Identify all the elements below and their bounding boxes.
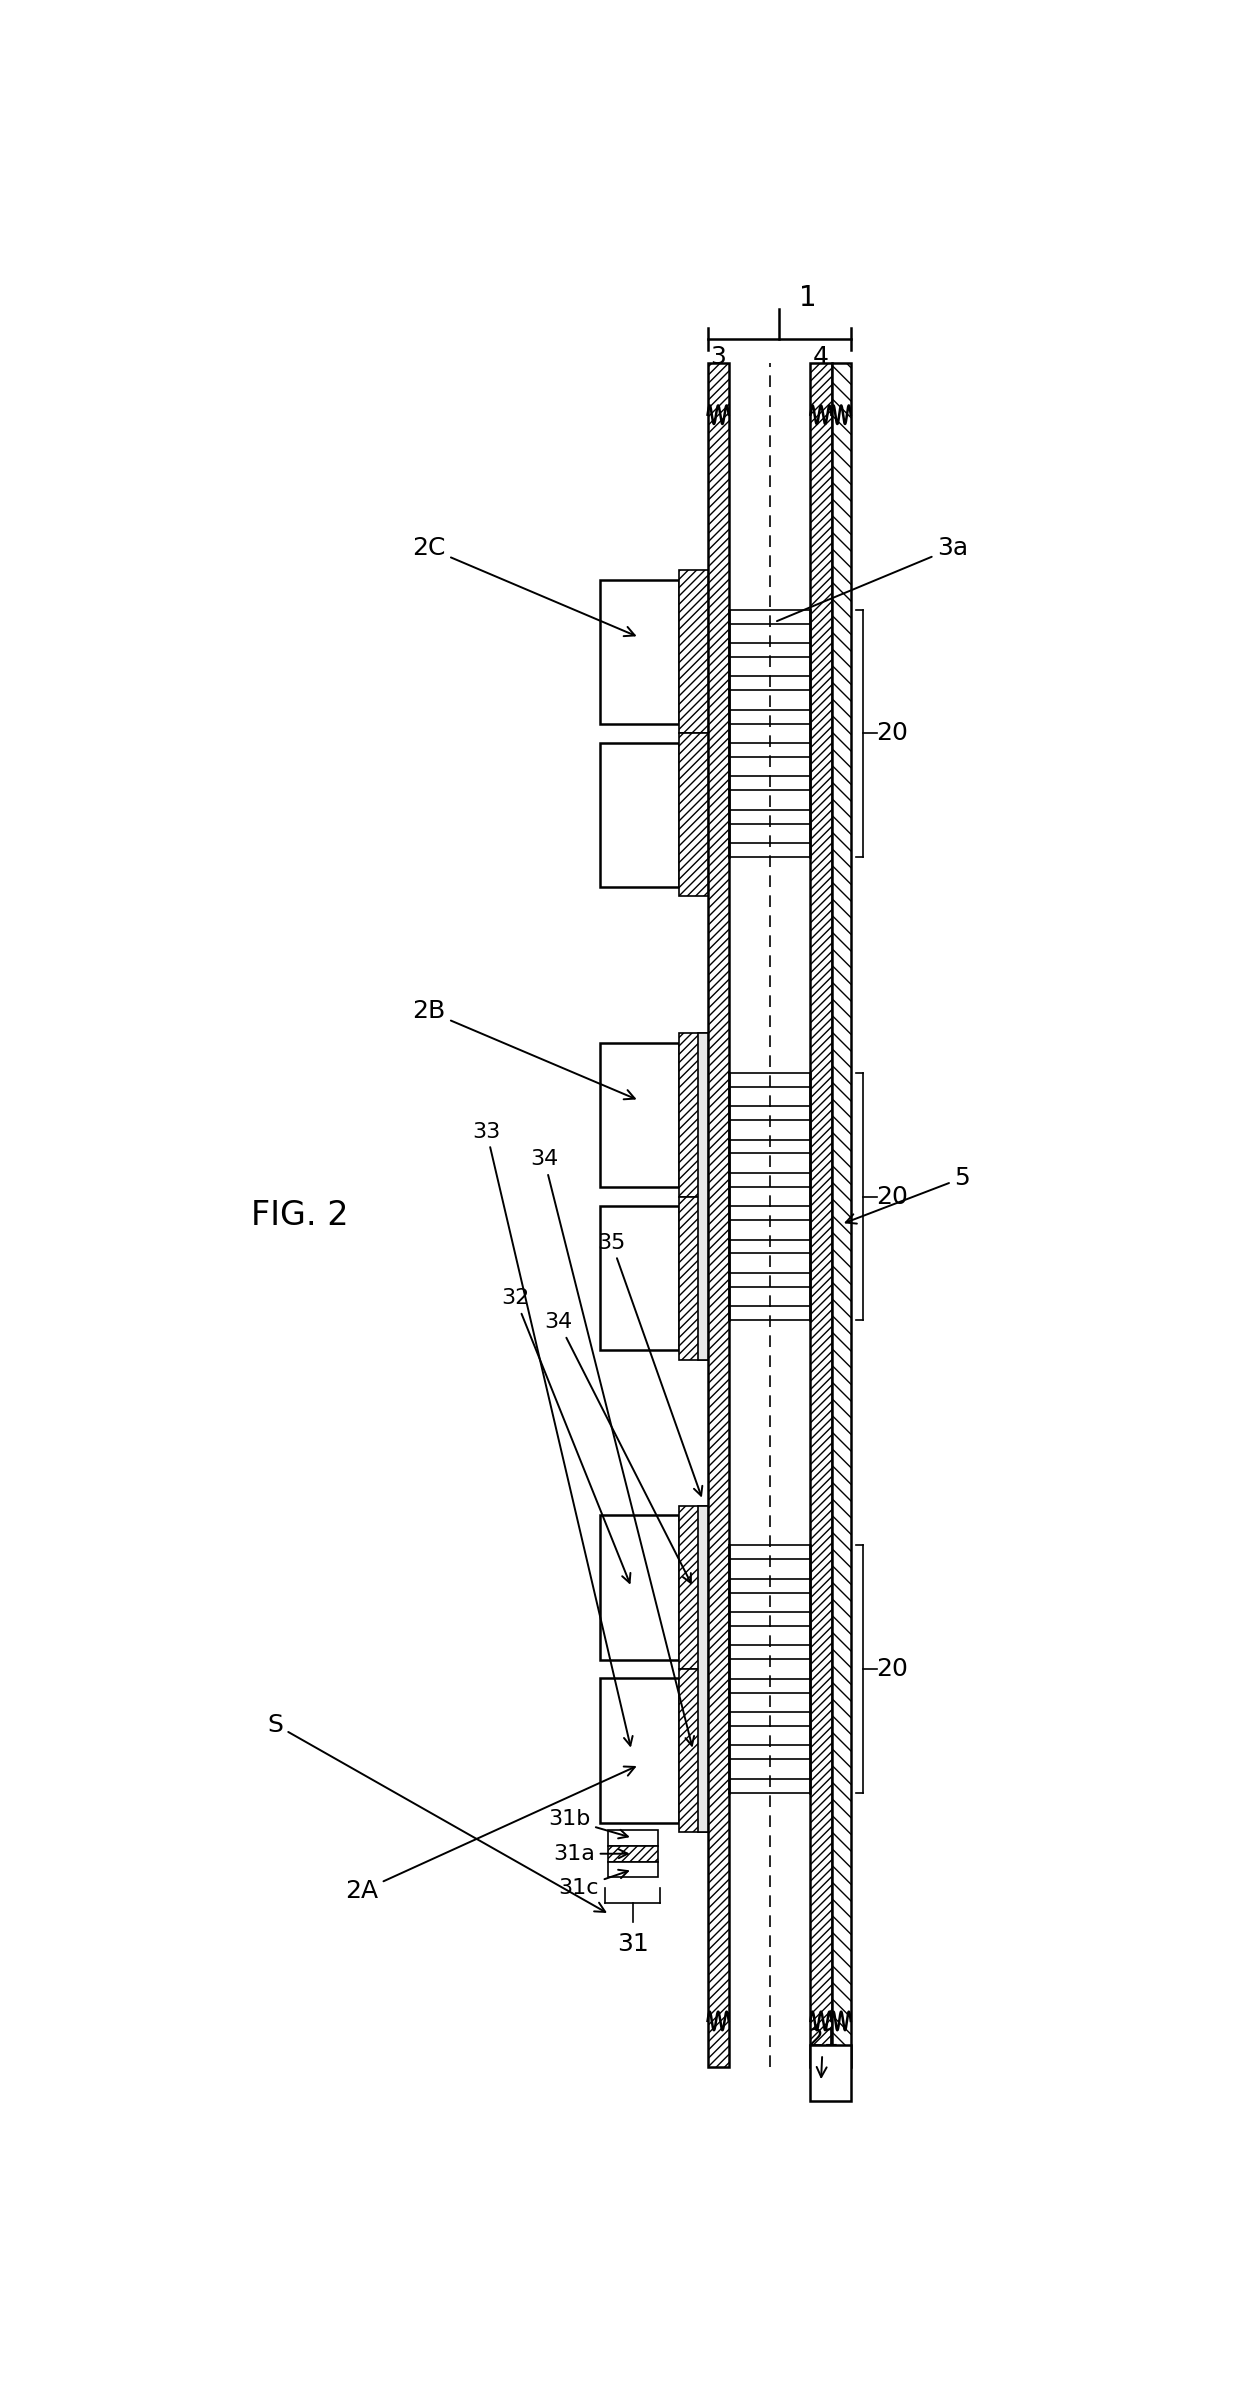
Text: 20: 20	[877, 1658, 908, 1682]
Text: 4: 4	[813, 346, 830, 368]
Text: 3: 3	[711, 346, 727, 368]
Bar	[678, 1506, 708, 1670]
Bar	[600, 743, 678, 888]
Text: 31: 31	[616, 1932, 649, 1956]
Text: 2B: 2B	[412, 998, 635, 1100]
Text: 32: 32	[501, 1287, 630, 1583]
Bar	[600, 1679, 678, 1824]
Text: 33: 33	[472, 1121, 632, 1747]
Text: 35: 35	[598, 1232, 702, 1497]
Text: FIG. 2: FIG. 2	[250, 1198, 348, 1232]
Bar	[678, 570, 708, 734]
Bar	[600, 1516, 678, 1660]
Text: 31c: 31c	[558, 1869, 627, 1898]
Text: 31a: 31a	[553, 1843, 627, 1865]
Bar	[608, 1862, 657, 1877]
Text: 2C: 2C	[412, 537, 635, 635]
Bar	[600, 580, 678, 724]
Bar	[678, 1196, 708, 1359]
Text: S: S	[267, 1713, 605, 1913]
Text: 20: 20	[877, 1184, 908, 1208]
Bar	[698, 1035, 708, 1359]
Text: 2A: 2A	[345, 1766, 635, 1903]
Text: 3a: 3a	[777, 537, 968, 621]
Text: 1: 1	[800, 284, 817, 313]
Text: 34: 34	[529, 1150, 694, 1747]
Bar	[678, 1035, 708, 1196]
Text: 5: 5	[846, 1167, 970, 1225]
Bar	[811, 2045, 851, 2100]
Text: 21: 21	[807, 2028, 838, 2076]
Bar	[608, 1845, 657, 1862]
Bar	[832, 363, 851, 2067]
Bar	[708, 363, 729, 2067]
Bar	[600, 1042, 678, 1186]
Bar	[608, 1831, 657, 1845]
Bar	[678, 1670, 708, 1831]
Bar	[678, 734, 708, 897]
Text: 34: 34	[544, 1314, 691, 1583]
Bar	[698, 1506, 708, 1831]
Text: 20: 20	[877, 722, 908, 746]
Text: 31b: 31b	[548, 1809, 627, 1838]
Bar	[811, 363, 832, 2067]
Bar	[600, 1205, 678, 1350]
